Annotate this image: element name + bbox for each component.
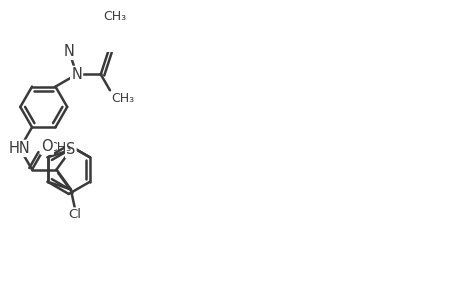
Text: Cl: Cl [68,208,81,221]
Text: S: S [66,142,75,157]
Text: CH₃: CH₃ [111,92,134,105]
Text: CH₃: CH₃ [48,141,71,154]
Text: CH₃: CH₃ [103,10,126,23]
Text: N: N [71,67,82,82]
Text: O: O [41,139,53,154]
Text: N: N [64,44,74,59]
Text: HN: HN [9,141,31,156]
